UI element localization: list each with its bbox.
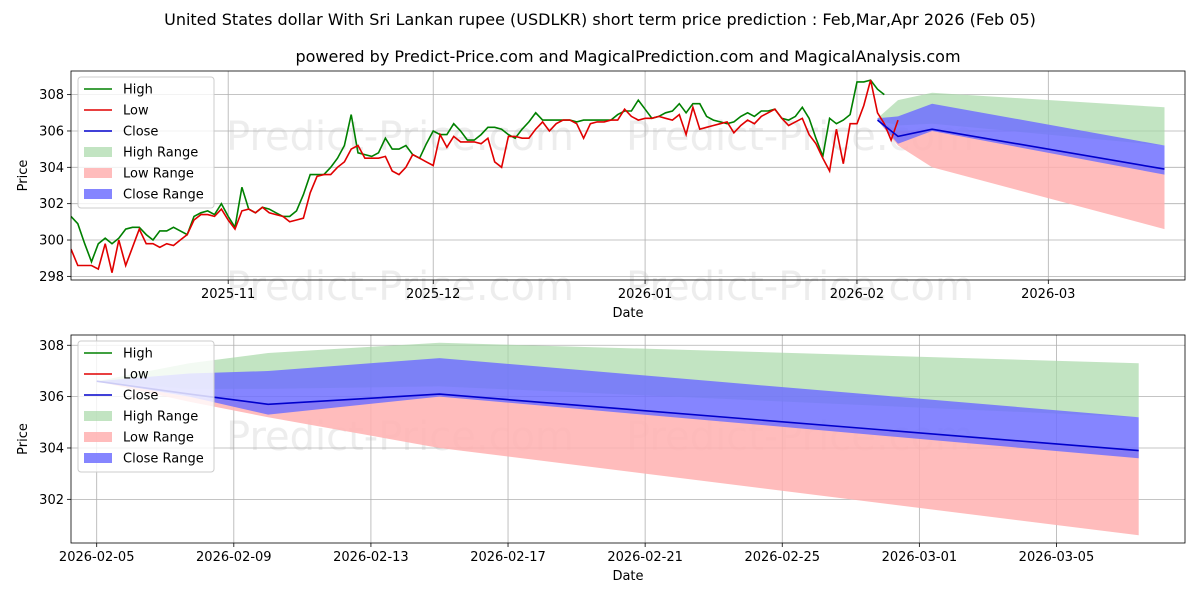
y-tick-label: 304 — [39, 161, 64, 176]
x-tick-label: 2026-03 — [1021, 287, 1075, 302]
legend-label: Close Range — [123, 188, 204, 203]
legend-label: Low Range — [123, 431, 194, 446]
y-tick-label: 302 — [39, 197, 64, 212]
x-tick-label: 2026-02-05 — [59, 550, 135, 565]
plot-area — [71, 79, 1165, 273]
chart-subtitle: powered by Predict-Price.com and Magical… — [295, 47, 960, 66]
x-axis-label: Date — [612, 306, 643, 321]
x-tick-label: 2026-03-01 — [882, 550, 958, 565]
watermark: Predict-Price.com — [226, 264, 574, 310]
x-tick-label: 2026-02 — [830, 287, 884, 302]
x-tick-label: 2026-02-09 — [196, 550, 272, 565]
x-tick-label: 2025-11 — [201, 287, 255, 302]
y-axis-label: Price — [16, 160, 31, 192]
legend-label: High Range — [123, 410, 198, 425]
legend-label: High — [123, 347, 153, 362]
low-series-line — [71, 79, 899, 273]
x-tick-label: 2026-01 — [618, 287, 672, 302]
legend-label: Close — [123, 125, 158, 140]
y-tick-label: 298 — [39, 270, 64, 285]
legend-label: Close Range — [123, 452, 204, 467]
y-tick-label: 306 — [39, 124, 64, 139]
high-series-line — [71, 79, 885, 265]
y-tick-label: 300 — [39, 234, 64, 249]
plot-frame — [70, 70, 1186, 281]
legend-label: Low Range — [123, 167, 194, 182]
x-tick-label: 2026-03-05 — [1019, 550, 1095, 565]
legend-swatch — [84, 453, 112, 463]
legend-label: Close — [123, 389, 158, 404]
y-axis-label: Price — [16, 423, 31, 455]
x-tick-label: 2026-02-21 — [607, 550, 683, 565]
x-tick-label: 2026-02-25 — [744, 550, 820, 565]
top-panel: Predict-Price.com Predict-Price.com Predic… — [16, 70, 1186, 321]
y-tick-label: 306 — [39, 390, 64, 405]
x-tick-label: 2026-02-17 — [470, 550, 546, 565]
low-range-band — [877, 120, 1165, 230]
y-tick-label: 308 — [39, 339, 64, 354]
legend-label: High Range — [123, 146, 198, 161]
close-series-line — [877, 119, 1165, 170]
y-tick-label: 304 — [39, 441, 64, 456]
legend-label: Low — [123, 368, 149, 383]
plot-frame — [70, 334, 1186, 544]
watermark: Predict-Price.com — [626, 264, 974, 310]
legend-swatch — [84, 411, 112, 421]
low-range-band — [96, 381, 1139, 536]
high-range-band — [877, 92, 1165, 146]
x-tick-label: 2026-02-13 — [333, 550, 409, 565]
legend-swatch — [84, 168, 112, 178]
legend-label: High — [123, 83, 153, 98]
x-axis-label: Date — [612, 569, 643, 584]
y-tick-label: 302 — [39, 493, 64, 508]
bottom-panel: Predict-Price.comPredict-Price.com302304… — [16, 334, 1186, 584]
legend-swatch — [84, 432, 112, 442]
y-tick-label: 308 — [39, 88, 64, 103]
watermark: Predict-Price.com — [226, 114, 574, 160]
plot-area — [96, 342, 1139, 536]
x-tick-label: 2025-12 — [406, 287, 460, 302]
legend-swatch — [84, 189, 112, 199]
legend-swatch — [84, 147, 112, 157]
legend-label: Low — [123, 104, 149, 119]
chart-title: United States dollar With Sri Lankan rup… — [164, 10, 1036, 29]
